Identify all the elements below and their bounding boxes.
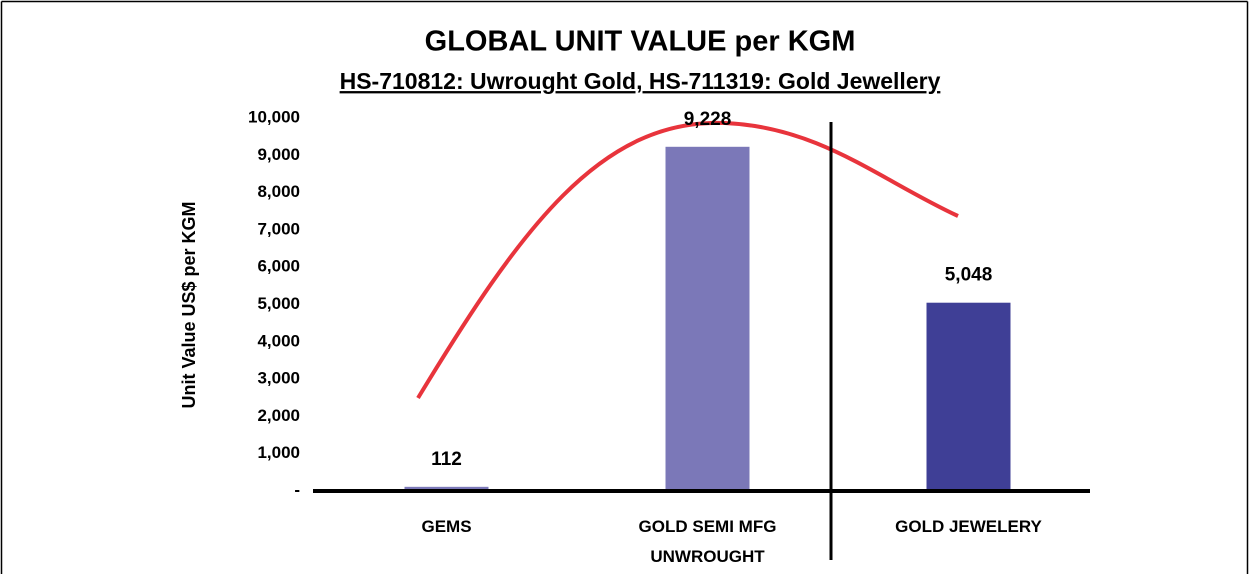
value-label: 112: [431, 449, 462, 470]
trend-curve: [416, 120, 959, 400]
value-label: 5,048: [945, 265, 993, 286]
y-tick-label: 9,000: [257, 145, 300, 164]
y-tick-label: 1,000: [257, 443, 300, 462]
x-tick-label: GEMS: [421, 517, 472, 536]
value-label: 9,228: [684, 109, 732, 130]
y-tick-label: 10,000: [248, 107, 300, 126]
y-tick-label: -: [294, 480, 300, 499]
y-tick-label: 6,000: [257, 257, 300, 276]
bar: [404, 486, 489, 491]
y-tick-label: 5,000: [257, 294, 300, 313]
bar: [665, 146, 750, 491]
chart-subtitle: HS-710812: Uwrought Gold, HS-711319: Gol…: [340, 68, 941, 94]
y-tick-label: 3,000: [257, 369, 300, 388]
y-tick-label: 4,000: [257, 331, 300, 350]
x-tick-label: GOLD SEMI MFG UNWROUGHT: [638, 517, 777, 566]
bar: [926, 302, 1011, 491]
y-tick-label: 8,000: [257, 182, 300, 201]
chart-title: GLOBAL UNIT VALUE per KGM: [425, 26, 856, 58]
x-tick-label: GOLD JEWELERY: [895, 517, 1042, 536]
y-axis-label: Unit Value US$ per KGM: [179, 201, 199, 408]
y-tick-label: 7,000: [257, 219, 300, 238]
y-tick-label: 2,000: [257, 406, 300, 425]
